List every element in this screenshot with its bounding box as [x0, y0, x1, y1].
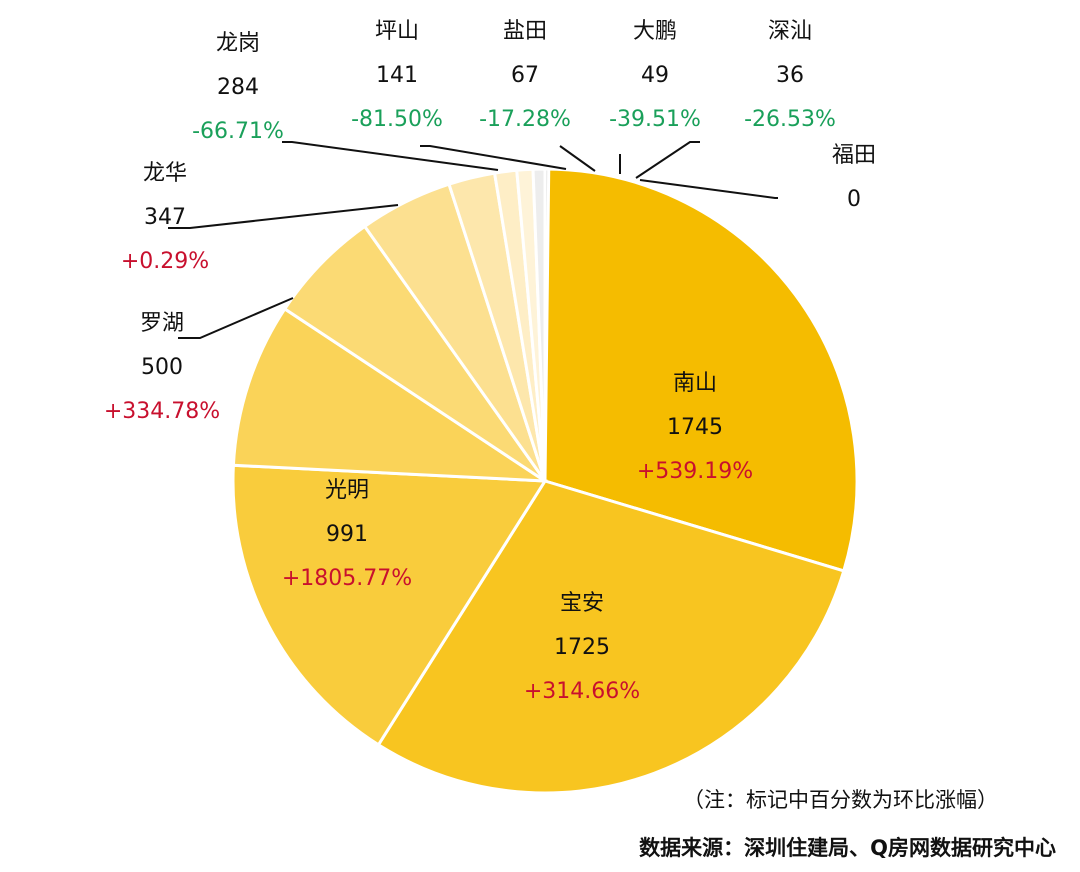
label-value: 36: [776, 63, 804, 88]
label-change: -26.53%: [744, 107, 836, 132]
leader-line: [282, 141, 499, 171]
label-change: -17.28%: [479, 107, 571, 132]
label-name: 南山: [673, 371, 717, 396]
label-value: 284: [217, 75, 259, 100]
label-value: 49: [641, 63, 669, 88]
data-source: 数据来源：深圳住建局、Q房网数据研究中心: [639, 836, 1056, 860]
label-value: 991: [326, 522, 368, 547]
label-change: -39.51%: [609, 107, 701, 132]
leader-line: [420, 145, 567, 170]
label-name: 光明: [325, 478, 369, 503]
label-change: +334.78%: [104, 399, 220, 424]
label-value: 1725: [554, 635, 610, 660]
slice-福田: [543, 167, 551, 482]
label-value: 1745: [667, 415, 723, 440]
slice-南山: [543, 167, 859, 573]
label-value: 0: [847, 187, 861, 212]
pie-slices: [231, 167, 859, 795]
slice-labels: 南山 1745 +539.19% 宝安 1725 +314.66% 光明 991 +1805.7…: [104, 19, 876, 704]
label-change: +1805.77%: [282, 566, 412, 591]
label-name: 宝安: [560, 591, 604, 616]
label-name: 福田: [832, 143, 876, 168]
slice-罗湖: [231, 306, 551, 483]
leader-line: [639, 179, 778, 199]
slice-宝安: [376, 479, 846, 795]
label-value: 141: [376, 63, 418, 88]
leader-line: [168, 204, 399, 229]
label-name: 坪山: [375, 19, 419, 44]
label-value: 347: [144, 205, 186, 230]
leader-line: [635, 141, 700, 179]
label-value: 67: [511, 63, 539, 88]
label-name: 龙华: [143, 161, 187, 186]
label-name: 大鹏: [633, 19, 677, 44]
label-name: 龙岗: [216, 31, 260, 56]
label-change: +314.66%: [524, 679, 640, 704]
label-name: 深汕: [768, 19, 812, 44]
label-change: -81.50%: [351, 107, 443, 132]
label-change: -66.71%: [192, 119, 284, 144]
leader-line: [559, 145, 596, 172]
leader-line: [178, 297, 294, 339]
label-name: 罗湖: [140, 311, 184, 336]
label-change: +539.19%: [637, 459, 753, 484]
chart-note: （注：标记中百分数为环比涨幅）: [683, 788, 998, 812]
label-value: 500: [141, 355, 183, 380]
label-change: +0.29%: [121, 249, 209, 274]
slice-光明: [231, 463, 548, 747]
leader-lines: [168, 141, 778, 339]
label-name: 盐田: [503, 19, 547, 44]
